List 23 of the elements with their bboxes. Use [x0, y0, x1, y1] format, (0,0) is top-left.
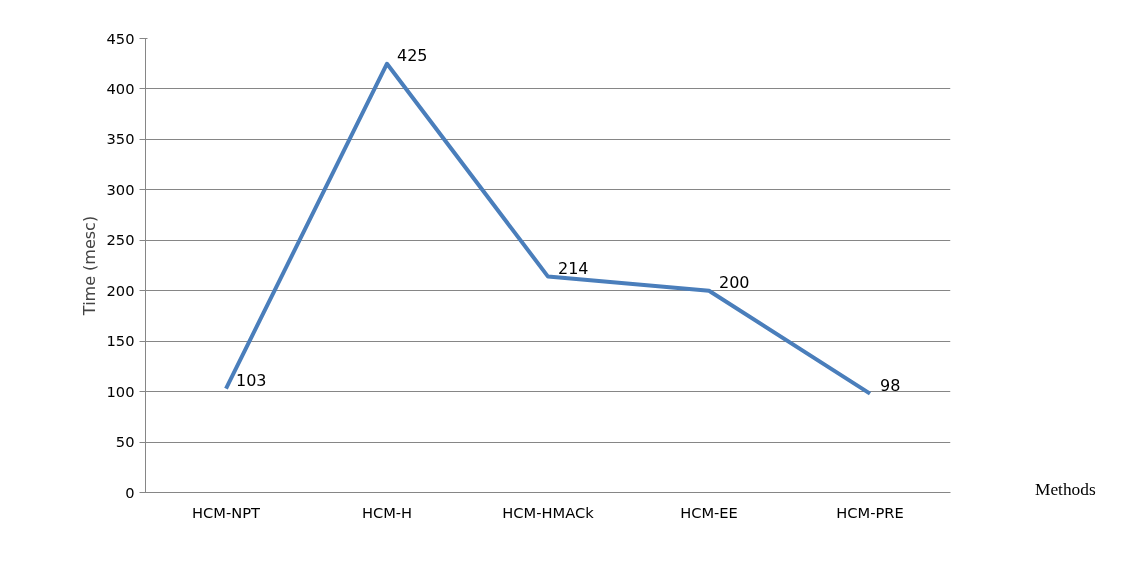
x-tick-label: HCM-PRE: [836, 503, 904, 521]
y-tick-label: 350: [106, 130, 135, 148]
x-tick-label: HCM-H: [361, 503, 413, 521]
y-tick-label: 200: [106, 281, 135, 299]
data-label: 200: [719, 272, 750, 292]
x-tick-label: HCM-NPT: [192, 503, 261, 521]
y-tick-label: 250: [106, 231, 135, 249]
data-label: 103: [236, 370, 267, 390]
data-label: 425: [397, 45, 428, 65]
y-tick-label: 400: [106, 79, 135, 97]
y-axis-title: Time (mesc): [79, 215, 99, 317]
y-tick-label: 0: [125, 483, 135, 501]
y-tick-label: 100: [106, 382, 135, 400]
x-axis-title: Methods: [1035, 479, 1096, 501]
x-tick-label: HCM-HMACk: [502, 503, 595, 521]
line-series: [224, 61, 872, 396]
y-tick-label: 450: [106, 29, 135, 47]
y-tick-label: 150: [106, 332, 135, 350]
data-label: 214: [558, 258, 589, 278]
data-label: 98: [880, 375, 901, 395]
y-tick-label: 300: [106, 180, 135, 198]
x-tick-label: HCM-EE: [680, 503, 738, 521]
y-tick-label: 50: [115, 433, 135, 451]
